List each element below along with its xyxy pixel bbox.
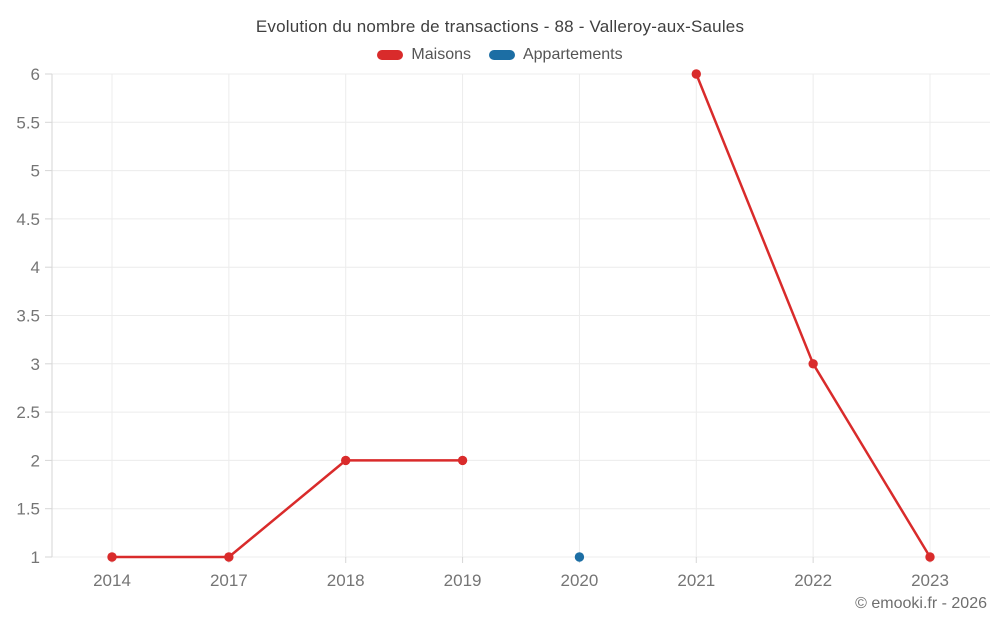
legend-swatch-maisons xyxy=(377,50,404,60)
chart-legend: Maisons Appartements xyxy=(0,46,1000,64)
legend-label-maisons: Maisons xyxy=(411,46,471,63)
y-tick-label: 1.5 xyxy=(16,500,40,519)
x-tick-label: 2014 xyxy=(93,571,131,590)
x-tick-label: 2021 xyxy=(677,571,715,590)
series-line-maisons xyxy=(110,459,464,559)
data-point-maisons-2023[interactable] xyxy=(925,552,935,562)
data-point-maisons-2018[interactable] xyxy=(341,455,351,466)
chart-title: Evolution du nombre de transactions - 88… xyxy=(255,17,745,36)
legend-item-maisons[interactable]: Maisons xyxy=(377,46,471,64)
y-tick-label: 3.5 xyxy=(16,307,40,326)
y-tick-label: 4 xyxy=(31,258,40,277)
y-tick-label: 5.5 xyxy=(16,113,40,132)
y-tick-label: 2 xyxy=(31,451,40,470)
data-point-maisons-2021[interactable] xyxy=(691,69,701,79)
legend-label-appartements: Appartements xyxy=(522,46,623,63)
copyright-watermark: © emooki.fr - 2026 xyxy=(855,595,987,612)
x-tick-label: 2022 xyxy=(794,571,832,590)
x-tick-label: 2017 xyxy=(210,571,248,590)
data-point-maisons-2022[interactable] xyxy=(808,359,818,369)
legend-item-appartements[interactable]: Appartements xyxy=(488,46,623,64)
y-tick-label: 5 xyxy=(31,162,40,181)
x-tick-label: 2023 xyxy=(911,571,949,590)
data-point-maisons-2017[interactable] xyxy=(224,552,234,562)
data-point-appartements-2020[interactable] xyxy=(574,552,585,562)
data-point-maisons-2014[interactable] xyxy=(107,552,117,562)
data-point-maisons-2019[interactable] xyxy=(457,455,468,466)
x-tick-label: 2020 xyxy=(561,571,599,590)
y-tick-label: 2.5 xyxy=(16,403,40,422)
y-tick-label: 6 xyxy=(31,65,40,84)
y-tick-label: 4.5 xyxy=(16,210,40,229)
x-tick-label: 2018 xyxy=(327,571,365,590)
x-tick-label: 2019 xyxy=(444,571,482,590)
y-tick-label: 1 xyxy=(31,548,40,567)
legend-swatch-appartements xyxy=(488,50,515,60)
y-tick-label: 3 xyxy=(31,355,40,374)
